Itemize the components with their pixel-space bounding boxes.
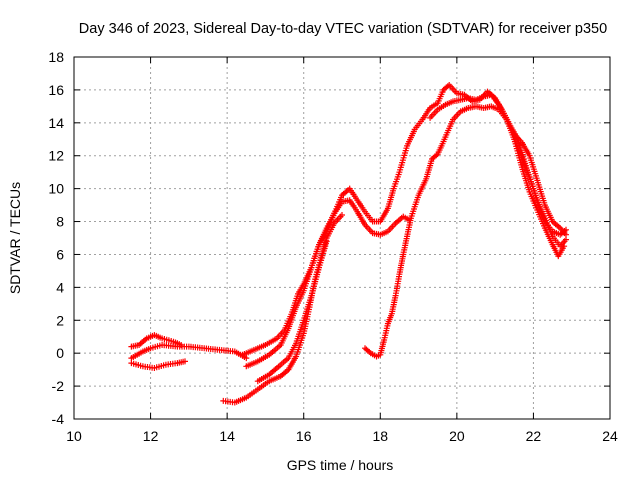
y-tick-label: 16 bbox=[48, 82, 64, 98]
x-tick-label: 12 bbox=[143, 428, 159, 444]
data-point-markers bbox=[128, 332, 185, 350]
plot-frame bbox=[73, 56, 611, 420]
y-tick-label: 10 bbox=[48, 181, 64, 197]
x-tick-label: 14 bbox=[219, 428, 235, 444]
data-layer bbox=[128, 82, 569, 406]
data-point-markers bbox=[243, 197, 412, 370]
series-track-10 bbox=[511, 136, 569, 250]
chart-title: Day 346 of 2023, Sidereal Day-to-day VTE… bbox=[79, 21, 607, 37]
series-track-2 bbox=[128, 332, 185, 350]
data-point-markers bbox=[254, 238, 330, 385]
x-tick-label: 10 bbox=[66, 428, 82, 444]
series-track-3 bbox=[128, 358, 188, 371]
y-tick-label: 18 bbox=[48, 49, 64, 65]
x-axis-label: GPS time / hours bbox=[287, 457, 394, 473]
series-track-9 bbox=[427, 91, 569, 238]
y-tick-label: 0 bbox=[56, 345, 64, 361]
y-tick-label: 6 bbox=[56, 246, 64, 262]
data-point-markers bbox=[427, 91, 569, 238]
data-point-markers bbox=[362, 103, 568, 360]
grid-layer bbox=[74, 57, 610, 419]
series-track-4 bbox=[239, 82, 569, 358]
data-point-markers bbox=[128, 358, 188, 371]
series-track-5 bbox=[243, 197, 412, 370]
y-tick-label: 2 bbox=[56, 312, 64, 328]
x-tick-label: 18 bbox=[372, 428, 388, 444]
data-point-markers bbox=[511, 136, 569, 250]
y-tick-label: -2 bbox=[52, 378, 65, 394]
data-point-markers bbox=[128, 342, 250, 362]
x-tick-label: 20 bbox=[449, 428, 465, 444]
y-axis-label: SDTVAR / TECUs bbox=[7, 182, 23, 294]
y-tick-label: 4 bbox=[56, 279, 64, 295]
series-track-8 bbox=[362, 103, 568, 360]
y-tick-label: 12 bbox=[48, 148, 64, 164]
series-track-1 bbox=[128, 342, 250, 362]
y-tick-label: 8 bbox=[56, 214, 64, 230]
x-tick-label: 16 bbox=[296, 428, 312, 444]
y-tick-label: 14 bbox=[48, 115, 64, 131]
x-tick-label: 22 bbox=[526, 428, 542, 444]
series-track-7 bbox=[254, 238, 330, 385]
x-tick-label: 24 bbox=[602, 428, 618, 444]
y-tick-label: -4 bbox=[52, 411, 65, 427]
data-point-markers bbox=[239, 82, 569, 358]
